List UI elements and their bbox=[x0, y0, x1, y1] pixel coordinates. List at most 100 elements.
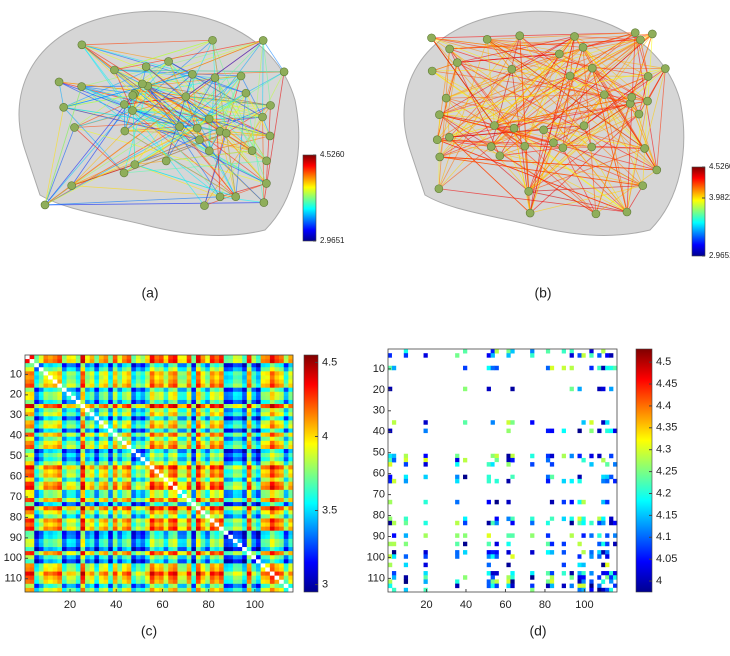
cell bbox=[196, 518, 201, 522]
cell bbox=[256, 441, 261, 445]
cell bbox=[191, 498, 196, 502]
cell bbox=[168, 551, 173, 555]
cell bbox=[34, 400, 39, 404]
cell bbox=[201, 535, 206, 539]
cell bbox=[71, 412, 76, 416]
cell bbox=[247, 396, 252, 400]
cell bbox=[506, 475, 510, 479]
cell bbox=[228, 523, 233, 527]
cell bbox=[242, 392, 247, 396]
cell bbox=[168, 555, 173, 559]
cell bbox=[214, 461, 219, 465]
cell bbox=[145, 527, 150, 531]
cell bbox=[173, 388, 178, 392]
cell bbox=[238, 580, 243, 584]
cell bbox=[261, 576, 266, 580]
cell bbox=[164, 523, 169, 527]
cell bbox=[261, 367, 266, 371]
cell bbox=[67, 392, 72, 396]
cell bbox=[53, 502, 58, 506]
cell bbox=[251, 474, 256, 478]
cell bbox=[275, 523, 280, 527]
cell bbox=[57, 453, 62, 457]
cell bbox=[154, 502, 159, 506]
cell bbox=[238, 563, 243, 567]
cell bbox=[233, 547, 238, 551]
cell bbox=[43, 384, 48, 388]
cell bbox=[48, 539, 53, 543]
cell bbox=[404, 353, 408, 357]
cell bbox=[284, 384, 289, 388]
cell bbox=[90, 441, 95, 445]
cell bbox=[62, 531, 67, 535]
cell bbox=[25, 502, 30, 506]
cell bbox=[201, 539, 206, 543]
cell bbox=[104, 408, 109, 412]
cell bbox=[113, 527, 118, 531]
cell bbox=[122, 572, 127, 576]
cell bbox=[67, 433, 72, 437]
cell bbox=[506, 575, 510, 579]
cell bbox=[90, 547, 95, 551]
cell bbox=[214, 510, 219, 514]
cell bbox=[242, 429, 247, 433]
cell bbox=[463, 517, 467, 521]
cell bbox=[173, 498, 178, 502]
cell bbox=[117, 535, 122, 539]
cell bbox=[117, 580, 122, 584]
cell bbox=[76, 523, 81, 527]
cell bbox=[30, 543, 35, 547]
cell bbox=[284, 367, 289, 371]
cell bbox=[168, 543, 173, 547]
cell bbox=[187, 576, 192, 580]
colorbar bbox=[304, 355, 318, 592]
cell bbox=[256, 384, 261, 388]
cell bbox=[164, 400, 169, 404]
cell bbox=[113, 523, 118, 527]
cell bbox=[279, 408, 284, 412]
cell bbox=[270, 363, 275, 367]
cell bbox=[34, 461, 39, 465]
cell bbox=[34, 445, 39, 449]
cell bbox=[53, 580, 58, 584]
cell bbox=[154, 388, 159, 392]
cell bbox=[265, 539, 270, 543]
cell bbox=[154, 408, 159, 412]
cell bbox=[80, 482, 85, 486]
cell bbox=[219, 441, 224, 445]
cell bbox=[228, 392, 233, 396]
cell bbox=[136, 429, 141, 433]
cell bbox=[487, 366, 491, 370]
cell bbox=[279, 404, 284, 408]
cell bbox=[122, 506, 127, 510]
cell bbox=[136, 523, 141, 527]
cell bbox=[228, 445, 233, 449]
cell bbox=[53, 584, 58, 588]
cell bbox=[173, 551, 178, 555]
cell bbox=[182, 580, 187, 584]
cell bbox=[182, 547, 187, 551]
cell bbox=[224, 482, 229, 486]
cell bbox=[76, 572, 81, 576]
cell bbox=[127, 539, 132, 543]
cell bbox=[242, 478, 247, 482]
cell bbox=[228, 563, 233, 567]
node bbox=[266, 132, 274, 140]
cell bbox=[214, 572, 219, 576]
cell bbox=[597, 429, 601, 433]
y-tick-label: 40 bbox=[10, 430, 22, 442]
cell bbox=[131, 563, 136, 567]
cell bbox=[279, 535, 284, 539]
cell bbox=[279, 584, 284, 588]
cell bbox=[154, 424, 159, 428]
cell bbox=[80, 490, 85, 494]
cell bbox=[284, 396, 289, 400]
cell bbox=[80, 543, 85, 547]
cell bbox=[570, 387, 574, 391]
cell bbox=[43, 392, 48, 396]
cell bbox=[275, 355, 280, 359]
cell bbox=[136, 482, 141, 486]
cell bbox=[228, 478, 233, 482]
cell bbox=[275, 498, 280, 502]
cell bbox=[80, 424, 85, 428]
